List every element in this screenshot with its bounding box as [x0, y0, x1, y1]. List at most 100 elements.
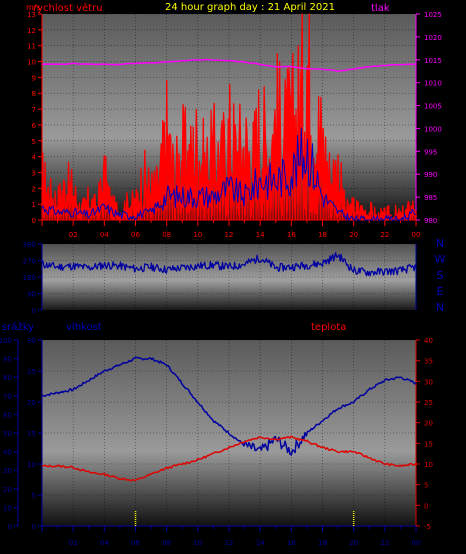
- x-tick-label: 00: [412, 539, 421, 547]
- y-tick-label: 60: [3, 411, 12, 419]
- y-tick-label: 70: [3, 393, 12, 401]
- direction-line: [41, 252, 417, 277]
- x-tick-label: 04: [100, 231, 109, 239]
- y-tick-label: 985: [424, 194, 437, 202]
- x-tick-label: 10: [193, 231, 202, 239]
- y-tick-label: 180: [23, 274, 36, 282]
- temperature-line: [41, 435, 417, 482]
- y-tick-label: 13: [27, 11, 36, 19]
- y-tick-label: -5: [424, 523, 431, 531]
- x-tick-label: 02: [69, 231, 78, 239]
- direction-axis: 0 90 180 270 360: [23, 241, 417, 315]
- y-tick-label: 40: [424, 337, 433, 345]
- compass-label: E: [437, 285, 444, 298]
- compass-label: N: [436, 237, 444, 250]
- x-tick-label: 22: [380, 539, 389, 547]
- y-tick-label: 1025: [424, 11, 442, 19]
- y-tick-label: 5: [424, 482, 428, 490]
- y-tick-label: 100: [0, 337, 12, 345]
- y-tick-label: 90: [27, 291, 36, 299]
- x-tick-label: 22: [380, 231, 389, 239]
- x-tick-label: 16: [287, 539, 296, 547]
- y-tick-label: 5: [32, 492, 36, 500]
- y-tick-label: 10: [27, 461, 36, 469]
- x-tick-label: 10: [193, 539, 202, 547]
- x-tick-label: 04: [100, 539, 109, 547]
- left-unit-label: m/s: [26, 3, 41, 12]
- y-tick-label: 20: [27, 399, 36, 407]
- humidity-line: [41, 356, 417, 456]
- y-tick-label: 40: [3, 449, 12, 457]
- x-tick-label: 00: [412, 231, 421, 239]
- wind-avg-line: [41, 127, 417, 221]
- y-tick-label: 15: [424, 440, 433, 448]
- x-tick-label: 06: [131, 231, 140, 239]
- x-tick-label: 08: [162, 231, 171, 239]
- compass-labels: N W S E N: [435, 237, 446, 314]
- compass-label: W: [435, 253, 446, 266]
- y-tick-label: 35: [424, 358, 433, 366]
- x-tick-label: 12: [225, 231, 234, 239]
- y-tick-label: 4: [32, 154, 37, 162]
- y-tick-label: 30: [27, 337, 36, 345]
- y-tick-label: 30: [3, 467, 12, 475]
- y-tick-label: 11: [27, 43, 36, 51]
- y-tick-label: 5: [32, 138, 36, 146]
- x-tick-label: 06: [131, 539, 140, 547]
- y-tick-label: 0: [32, 523, 36, 531]
- direction-series: [41, 252, 417, 277]
- pressure-axis: 980 985 990 995 1000 1005 1010 1015 1020 1025: [415, 11, 442, 225]
- y-tick-label: 50: [3, 430, 12, 438]
- y-tick-label: 270: [23, 258, 36, 266]
- y-tick-label: 1000: [424, 125, 442, 133]
- y-tick-label: 10: [3, 504, 12, 512]
- y-tick-label: 10: [27, 59, 36, 67]
- y-tick-label: 3: [32, 169, 36, 177]
- y-tick-label: 12: [27, 27, 36, 35]
- wind-max-envelope: [41, 13, 417, 221]
- rain-label: srážky: [2, 321, 34, 333]
- x-tick-label: 20: [349, 231, 358, 239]
- x-tick-label: 18: [318, 539, 327, 547]
- x-tick-label: 12: [225, 539, 234, 547]
- y-tick-label: 7: [32, 106, 36, 114]
- chart-title: 24 hour graph day : 21 April 2021: [165, 2, 335, 13]
- y-tick-label: 6: [32, 122, 37, 130]
- y-tick-label: 80: [3, 374, 12, 382]
- climate-series: [41, 356, 417, 526]
- pressure-line: [41, 58, 417, 73]
- y-tick-label: 25: [424, 399, 433, 407]
- y-tick-label: 9: [32, 74, 36, 82]
- y-tick-label: 15: [27, 430, 36, 438]
- pressure-label: tlak: [371, 3, 390, 14]
- x-tick-label: 08: [162, 539, 171, 547]
- y-tick-label: 360: [23, 241, 36, 249]
- wind-series: [41, 13, 417, 221]
- y-tick-label: 0: [424, 502, 428, 510]
- y-tick-label: 30: [424, 378, 433, 386]
- y-tick-label: 8: [32, 90, 36, 98]
- wind-time-axis: 02 04 06 08 10 12 14 16 18 20 22 00: [41, 219, 421, 239]
- y-tick-label: 90: [3, 356, 12, 364]
- compass-label: S: [437, 269, 444, 282]
- x-tick-label: 14: [256, 539, 265, 547]
- y-tick-label: 25: [27, 368, 36, 376]
- compass-label: N: [436, 301, 444, 314]
- y-tick-label: 0: [32, 217, 36, 225]
- x-tick-label: 14: [256, 231, 265, 239]
- y-tick-label: 990: [424, 171, 437, 179]
- y-tick-label: 1: [32, 201, 36, 209]
- y-tick-label: 0: [8, 523, 12, 531]
- x-tick-label: 18: [318, 231, 327, 239]
- y-tick-label: 1015: [424, 57, 442, 65]
- y-tick-label: 10: [424, 461, 433, 469]
- humidity-label: vlhkost: [66, 322, 102, 333]
- y-tick-label: 980: [424, 217, 437, 225]
- y-tick-label: 995: [424, 148, 437, 156]
- y-tick-label: 0: [32, 307, 36, 315]
- y-tick-label: 20: [3, 486, 12, 494]
- temperature-label: teplota: [311, 322, 346, 333]
- y-tick-label: 20: [424, 420, 433, 428]
